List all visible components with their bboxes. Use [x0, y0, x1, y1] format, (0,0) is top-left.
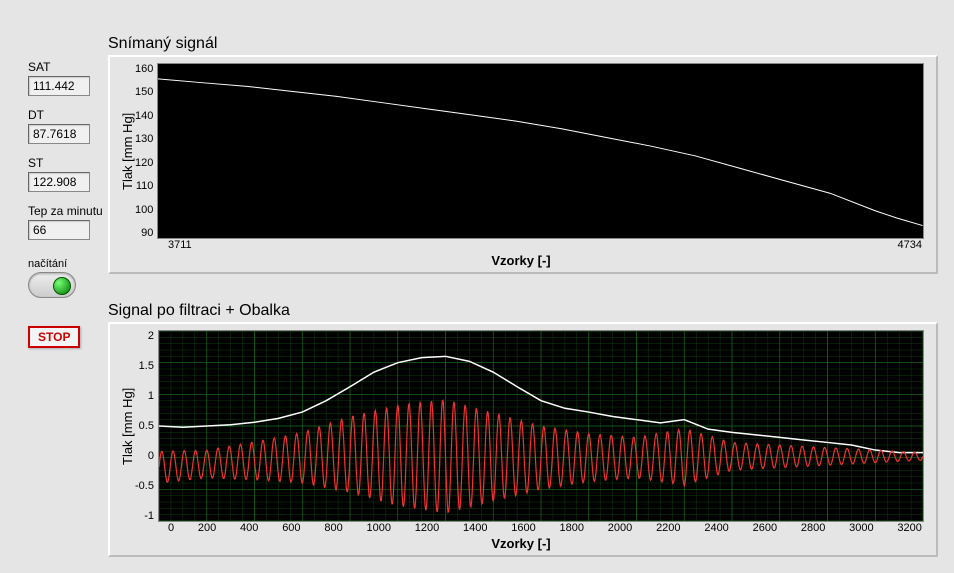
- chart1-plot[interactable]: [157, 63, 924, 239]
- xtick: 2600: [753, 522, 777, 534]
- xtick: 600: [282, 522, 300, 534]
- ytick: 1.5: [135, 360, 154, 372]
- field-tep: Tep za minutu 66: [28, 204, 103, 240]
- chart1-title: Snímaný signál: [108, 35, 938, 53]
- chart1-xlabel: Vzorky [-]: [118, 253, 924, 268]
- ytick: 120: [135, 157, 153, 169]
- xtick: 1600: [511, 522, 535, 534]
- left-panel: SAT 111.442 DT 87.7618 ST 122.908 Tep za…: [28, 60, 103, 348]
- chart1-xticks: 3711 4734: [118, 239, 924, 251]
- ytick: -0.5: [135, 480, 154, 492]
- stop-button[interactable]: STOP: [28, 326, 80, 348]
- chart1-block: Snímaný signál Tlak [mm Hg] 160 150 140 130…: [108, 35, 938, 274]
- ytick: 0.5: [135, 420, 154, 432]
- xtick: 1000: [366, 522, 390, 534]
- xtick: 1200: [415, 522, 439, 534]
- xtick: 400: [240, 522, 258, 534]
- xtick: 1800: [560, 522, 584, 534]
- nacitani-toggle[interactable]: [28, 272, 76, 298]
- chart2-frame: Tlak [mm Hg] 2 1.5 1 0.5 0 -0.5 -1 0 200 400 600 8…: [108, 322, 938, 557]
- st-label: ST: [28, 156, 103, 170]
- xtick: 2400: [704, 522, 728, 534]
- nacitani-label: načítání: [28, 258, 103, 270]
- ytick: 110: [135, 180, 153, 192]
- xtick: 200: [198, 522, 216, 534]
- xtick: 3711: [168, 239, 192, 251]
- nacitani-group: načítání: [28, 258, 103, 298]
- chart1-frame: Tlak [mm Hg] 160 150 140 130 120 110 100 90 371…: [108, 55, 938, 274]
- ytick: 1: [135, 390, 154, 402]
- ytick: 150: [135, 86, 153, 98]
- st-value[interactable]: 122.908: [28, 172, 90, 192]
- field-st: ST 122.908: [28, 156, 103, 192]
- xtick: 2800: [801, 522, 825, 534]
- ytick: 130: [135, 133, 153, 145]
- xtick: 3000: [849, 522, 873, 534]
- xtick: 3200: [897, 522, 921, 534]
- tep-label: Tep za minutu: [28, 204, 103, 218]
- xtick: 0: [168, 522, 174, 534]
- chart2-plot[interactable]: [158, 330, 924, 522]
- xtick: 2000: [608, 522, 632, 534]
- xtick: 4734: [898, 239, 922, 251]
- sat-label: SAT: [28, 60, 103, 74]
- xtick: 1400: [463, 522, 487, 534]
- ytick: 100: [135, 204, 153, 216]
- chart1-ylabel: Tlak [mm Hg]: [118, 63, 135, 239]
- chart2-yticks: 2 1.5 1 0.5 0 -0.5 -1: [135, 330, 158, 522]
- ytick: 160: [135, 63, 153, 75]
- chart2-ylabel: Tlak [mm Hg]: [118, 330, 135, 522]
- chart2-block: Signal po filtraci + Obalka Tlak [mm Hg]…: [108, 302, 938, 557]
- ytick: -1: [135, 510, 154, 522]
- dt-label: DT: [28, 108, 103, 122]
- sat-value[interactable]: 111.442: [28, 76, 90, 96]
- ytick: 90: [135, 227, 153, 239]
- ytick: 0: [135, 450, 154, 462]
- ytick: 2: [135, 330, 154, 342]
- xtick: 2200: [656, 522, 680, 534]
- field-dt: DT 87.7618: [28, 108, 103, 144]
- ytick: 140: [135, 110, 153, 122]
- chart2-xlabel: Vzorky [-]: [118, 536, 924, 551]
- chart1-yticks: 160 150 140 130 120 110 100 90: [135, 63, 157, 239]
- chart2-title: Signal po filtraci + Obalka: [108, 302, 938, 320]
- field-sat: SAT 111.442: [28, 60, 103, 96]
- dt-value[interactable]: 87.7618: [28, 124, 90, 144]
- chart2-xticks: 0 200 400 600 800 1000 1200 1400 1600 1800 2000 220…: [118, 522, 924, 534]
- tep-value[interactable]: 66: [28, 220, 90, 240]
- xtick: 800: [324, 522, 342, 534]
